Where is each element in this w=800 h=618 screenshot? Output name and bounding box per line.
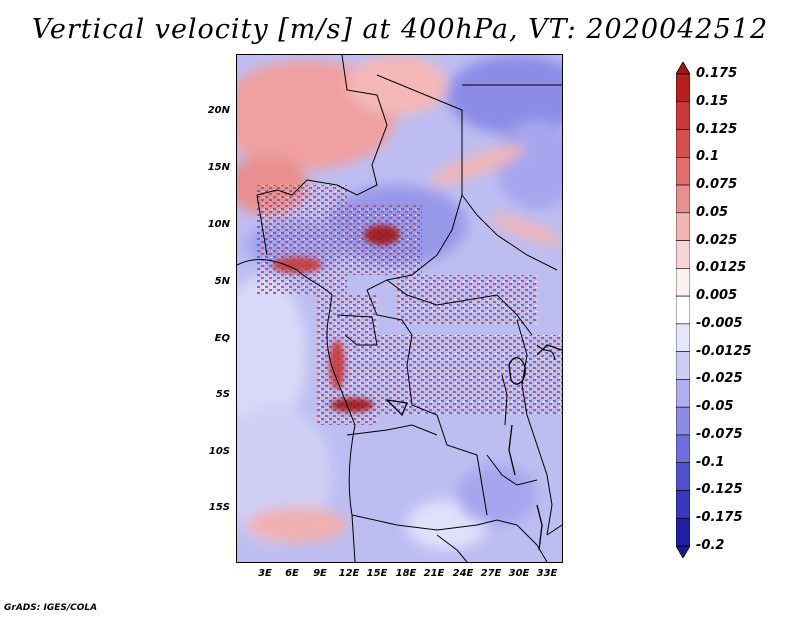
lat-label-20n: 20N [207,105,230,116]
colorbar-tick-label: -0.005 [696,315,743,331]
colorbar-swatch [676,156,690,186]
lon-label-3e: 3E [258,568,272,579]
colorbar-swatch [676,101,690,130]
lon-label-18e: 18E [395,568,417,579]
colorbar-tick-label: -0.125 [696,482,743,498]
colorbar-tick-label: -0.05 [696,399,734,415]
colorbar-swatch [676,184,690,214]
colorbar-tick-label: -0.0125 [696,343,752,359]
lon-label-6e: 6E [285,568,299,579]
colorbar-swatch [676,462,690,491]
lat-label-10s: 10S [208,446,230,457]
lon-label-24e: 24E [452,568,474,579]
colorbar-swatch [676,295,690,325]
colorbar-swatch [676,351,690,380]
colorbar-tick-label: -0.025 [696,371,743,387]
colorbar-swatch [676,240,690,269]
colorbar-tick-label: 0.025 [696,232,738,248]
colorbar-tick-label: 0.0125 [696,260,747,276]
lat-label-15n: 15N [207,162,230,173]
colorbar-tick-label: 0.125 [696,121,738,137]
lon-label-33e: 33E [536,568,558,579]
colorbar-swatch [676,73,690,103]
chart-title: Vertical velocity [m/s] at 400hPa, VT: 2… [31,14,769,45]
map-panel [236,54,563,563]
lat-label-5n: 5N [214,276,230,287]
colorbar-tick-label: 0.005 [696,288,738,304]
lon-label-27e: 27E [480,568,502,579]
colorbar-tick-label: 0.1 [696,149,720,165]
colorbar-swatch [676,517,690,547]
colorbar-swatch [676,434,690,464]
colorbar-tick-label: 0.075 [696,177,738,193]
lat-label-eq: EQ [214,333,230,344]
colorbar-swatch [676,323,690,352]
colorbar-swatch [676,129,690,158]
colorbar-swatch [676,212,690,241]
lon-label-12e: 12E [338,568,360,579]
credit-text: GrADS: IGES/COLA [4,603,98,613]
colorbar-tick-label: -0.075 [696,426,743,442]
colorbar [676,62,690,558]
colorbar-swatch [676,268,690,297]
lat-label-5s: 5S [215,389,230,400]
colorbar-tick-label: -0.1 [696,454,725,470]
colorbar-top-arrow [676,62,690,75]
colorbar-swatch [676,490,690,519]
colorbar-tick-label: 0.15 [696,93,729,109]
colorbar-swatch [676,406,690,436]
lat-label-10n: 10N [207,219,230,230]
lon-label-21e: 21E [423,568,445,579]
lat-label-15s: 15S [208,502,230,513]
colorbar-tick-label: -0.2 [696,538,725,553]
colorbar-tick-label: 0.175 [696,66,738,81]
colorbar-swatch [676,379,690,408]
colorbar-tick-label: 0.05 [696,204,729,220]
colorbar-tick-label: -0.175 [696,510,743,526]
colorbar-bottom-arrow [676,545,690,558]
lon-label-15e: 15E [366,568,388,579]
velocity-field [237,55,562,562]
lon-label-30e: 30E [508,568,530,579]
lon-label-9e: 9E [313,568,327,579]
